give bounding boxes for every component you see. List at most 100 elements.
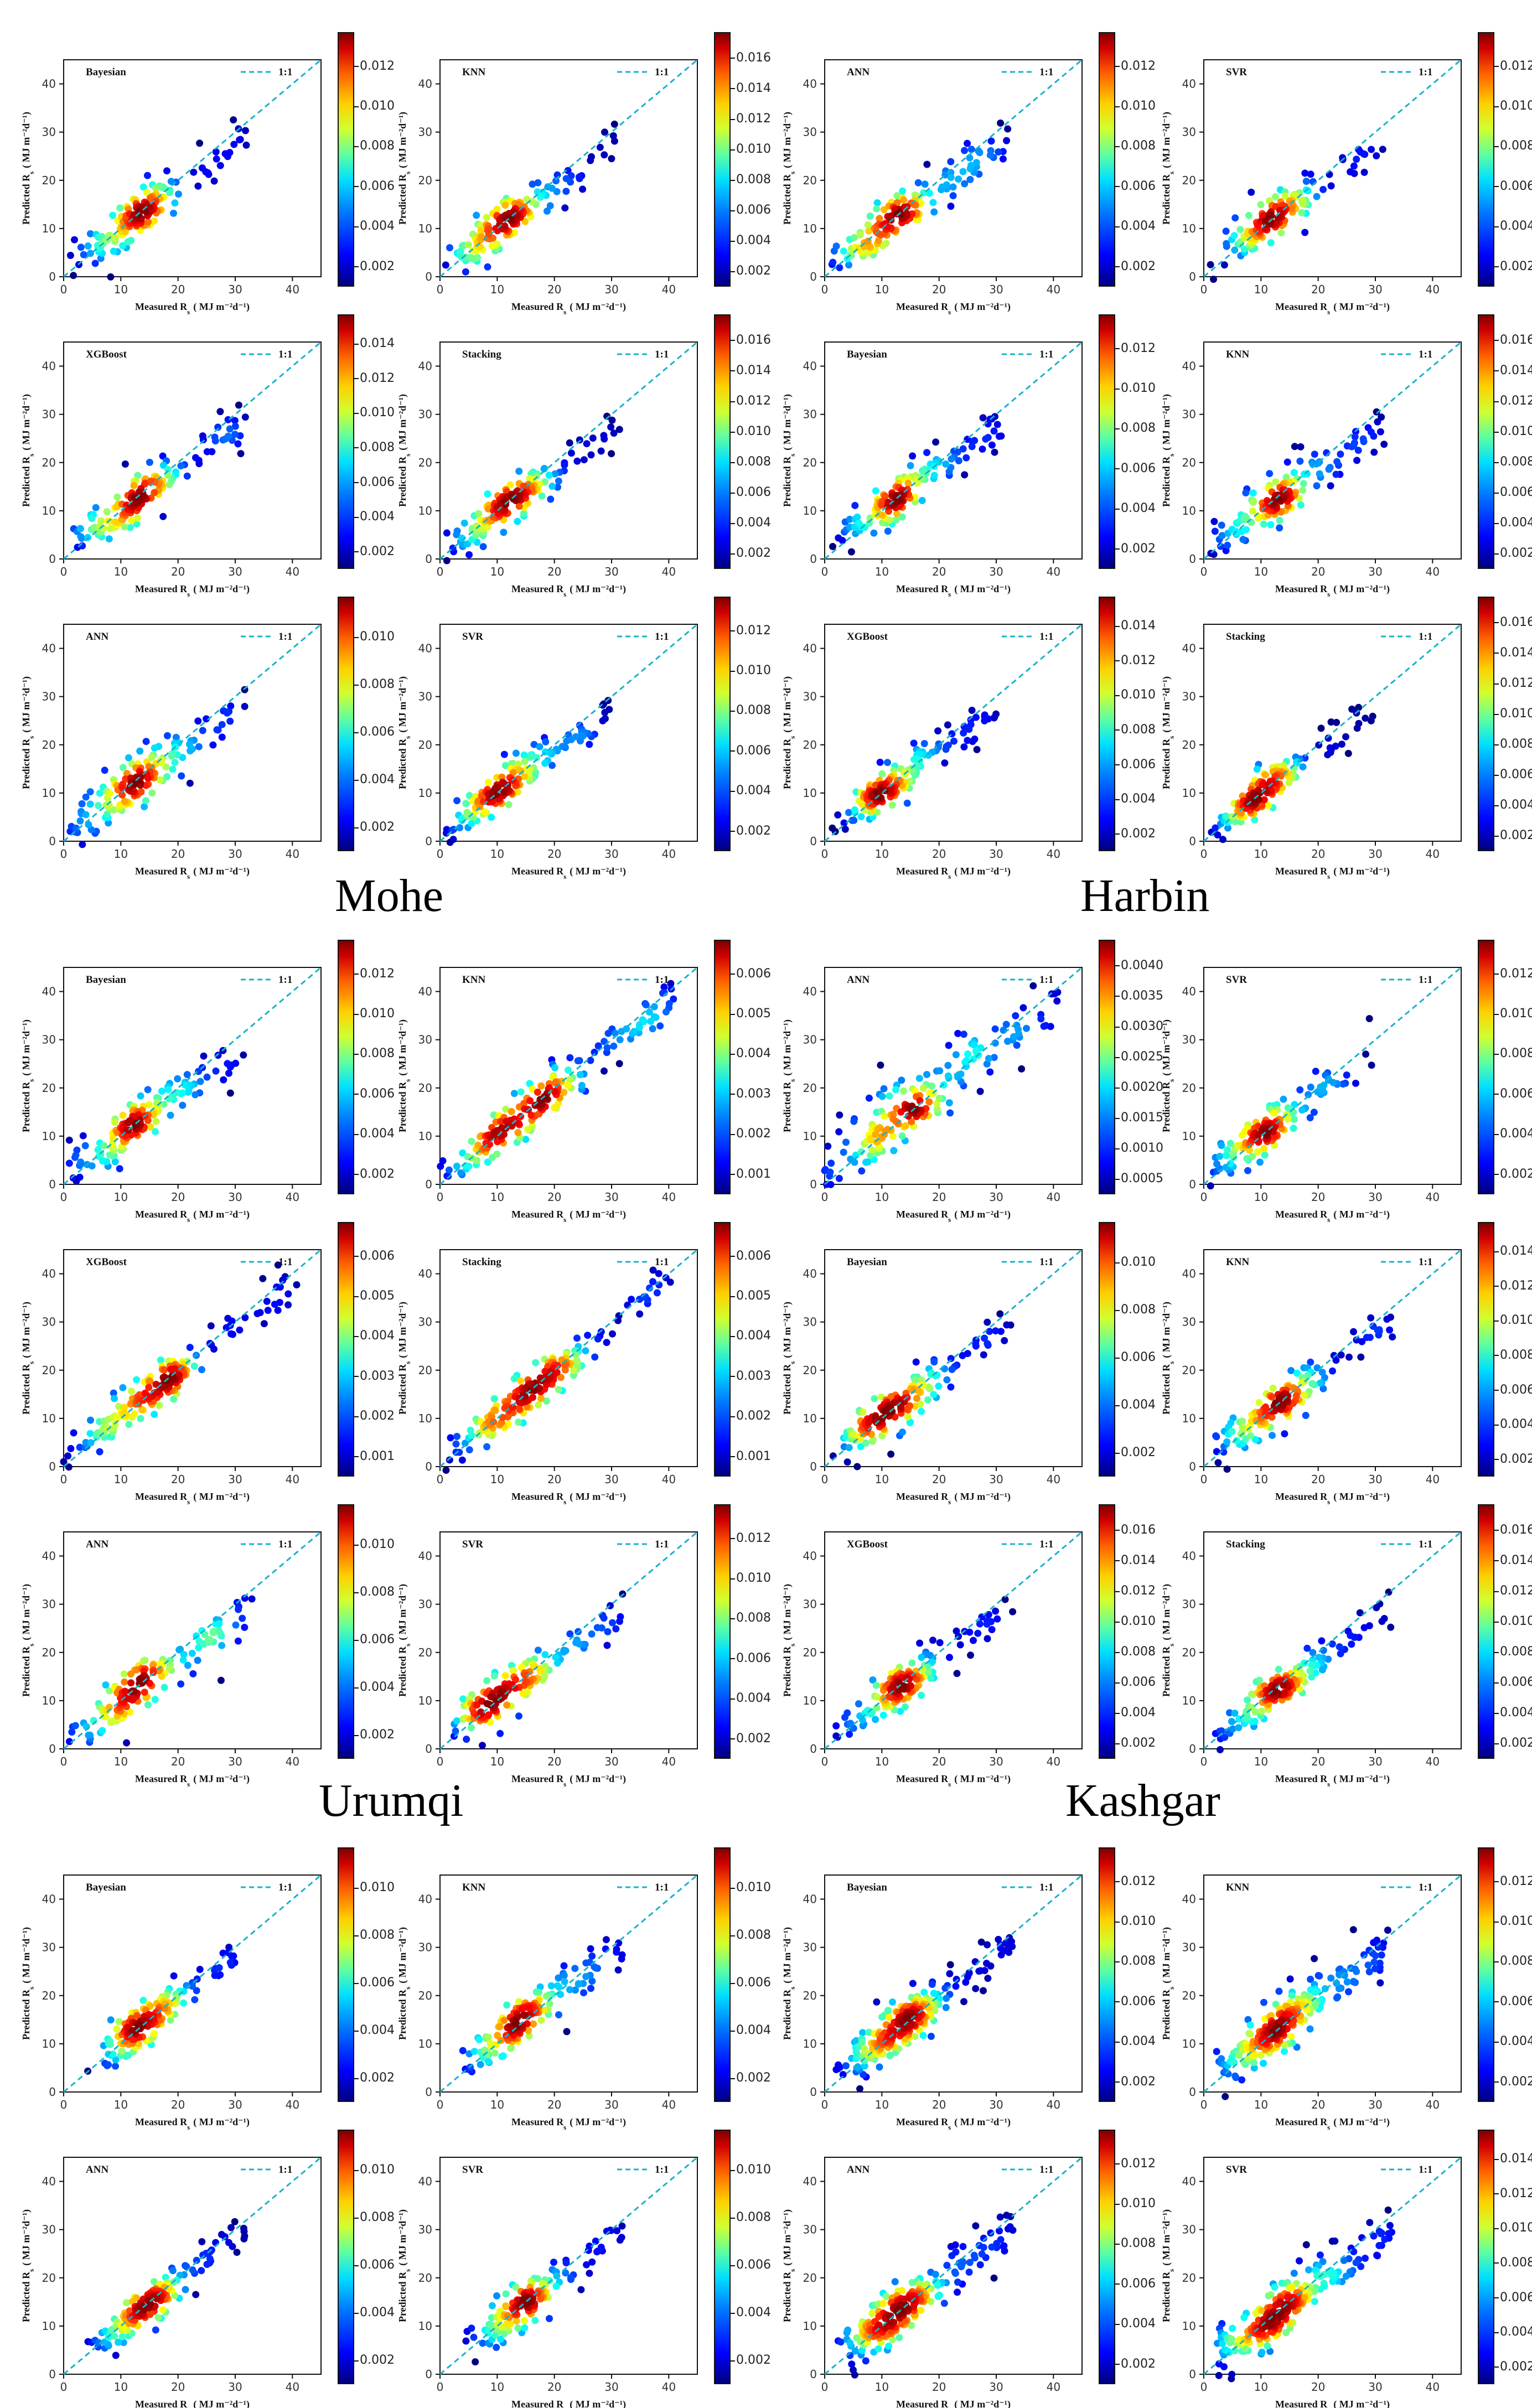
data-point bbox=[928, 1082, 935, 1090]
colorbar-tick-label: 0.010 bbox=[731, 664, 771, 678]
data-point bbox=[1374, 1326, 1381, 1334]
data-point bbox=[908, 1659, 916, 1667]
y-axis-label: Predicted Rs( MJ m⁻²d⁻¹) bbox=[397, 112, 412, 225]
axes-frame bbox=[824, 59, 1083, 277]
x-tick-label: 10 bbox=[1254, 565, 1268, 578]
data-point bbox=[202, 168, 210, 175]
data-point bbox=[514, 788, 521, 796]
colorbar-tick-label: 0.010 bbox=[1494, 1007, 1532, 1021]
data-point bbox=[121, 1678, 128, 1686]
data-point bbox=[1308, 1673, 1316, 1681]
y-tick-label: 30 bbox=[418, 690, 432, 703]
axes-frame bbox=[824, 341, 1083, 560]
data-point bbox=[1255, 1399, 1263, 1406]
x-tick-label: 0 bbox=[1200, 847, 1208, 861]
data-point bbox=[484, 778, 492, 786]
x-tick-label: 0 bbox=[437, 283, 444, 296]
data-point bbox=[534, 179, 542, 187]
x-tick-label: 30 bbox=[1368, 565, 1382, 578]
data-point bbox=[1260, 520, 1267, 528]
model-name-label: XGBoost bbox=[86, 1256, 127, 1268]
data-point bbox=[926, 1089, 934, 1097]
axes-frame bbox=[439, 59, 698, 277]
data-point bbox=[1332, 1356, 1340, 1364]
data-point bbox=[100, 1142, 108, 1149]
data-point bbox=[1207, 1182, 1214, 1190]
data-point bbox=[127, 1387, 135, 1395]
data-point bbox=[241, 1314, 249, 1322]
data-point bbox=[582, 1347, 589, 1355]
data-point bbox=[214, 423, 222, 431]
data-point bbox=[172, 733, 180, 741]
data-point bbox=[1226, 1709, 1233, 1717]
x-tick-label: 0 bbox=[821, 847, 829, 861]
data-point bbox=[870, 529, 878, 537]
data-point bbox=[1342, 733, 1349, 740]
data-point bbox=[191, 1996, 199, 2003]
data-point bbox=[220, 1076, 227, 1084]
data-point bbox=[211, 1971, 219, 1979]
data-point bbox=[610, 120, 618, 128]
data-point bbox=[546, 202, 554, 210]
data-point bbox=[601, 151, 608, 159]
y-tick-label: 0 bbox=[810, 1742, 817, 1755]
data-point bbox=[188, 1649, 196, 1657]
data-point bbox=[1288, 204, 1296, 212]
data-point bbox=[115, 2018, 123, 2026]
data-point bbox=[88, 1162, 96, 1170]
data-point bbox=[101, 767, 108, 774]
data-point bbox=[1329, 1367, 1336, 1375]
data-point bbox=[602, 1936, 610, 1944]
data-point bbox=[473, 1701, 481, 1709]
data-point bbox=[945, 1074, 953, 1082]
data-point bbox=[467, 1426, 474, 1434]
x-tick-label: 20 bbox=[171, 1190, 185, 1204]
data-point bbox=[911, 1402, 919, 1410]
colorbar-tick-label: 0.010 bbox=[1115, 1614, 1156, 1629]
data-point bbox=[169, 765, 177, 773]
data-point bbox=[199, 727, 206, 734]
data-point bbox=[512, 749, 520, 757]
data-point bbox=[827, 1159, 835, 1167]
data-point bbox=[1217, 1746, 1224, 1753]
scatter-panel-harbin-bayesian: 0 10 20 30 40 0 10 20 30 40 Measured Rs( MJ m⁻²d⁻¹… bbox=[761, 304, 1156, 598]
data-point bbox=[587, 1057, 594, 1064]
data-point bbox=[1266, 470, 1274, 478]
data-point bbox=[1276, 524, 1283, 532]
x-axis-label: Measured Rs( MJ m⁻²d⁻¹) bbox=[135, 2116, 250, 2131]
data-point bbox=[1362, 714, 1369, 722]
data-point bbox=[980, 1351, 987, 1359]
data-point bbox=[609, 1619, 616, 1627]
colorbar-tick-label: 0.012 bbox=[1494, 394, 1532, 408]
data-point bbox=[871, 1395, 878, 1402]
colorbar-tick-label: 0.008 bbox=[354, 1585, 395, 1599]
data-point bbox=[1310, 1109, 1318, 1116]
data-point bbox=[570, 1367, 578, 1374]
data-point bbox=[143, 189, 151, 196]
y-tick-label: 30 bbox=[42, 1598, 56, 1611]
y-tick-label: 0 bbox=[810, 835, 817, 848]
data-point bbox=[452, 1440, 460, 1448]
data-point bbox=[610, 137, 618, 145]
data-point bbox=[1325, 465, 1333, 473]
scatter-panel-kashgar-stacking: 0 10 20 30 40 0 10 20 30 40 Measured Rs( MJ m⁻²d⁻¹… bbox=[1140, 1494, 1532, 1788]
data-point bbox=[139, 1997, 147, 2004]
data-point bbox=[1260, 1145, 1268, 1153]
x-tick-label: 10 bbox=[114, 1190, 128, 1204]
y-tick-label: 40 bbox=[1182, 77, 1196, 91]
colorbar bbox=[1099, 314, 1115, 569]
data-point bbox=[496, 1729, 504, 1737]
data-point bbox=[116, 204, 124, 212]
y-tick-label: 0 bbox=[49, 1742, 56, 1755]
data-point bbox=[878, 511, 886, 519]
data-point bbox=[545, 472, 553, 479]
data-point bbox=[187, 747, 194, 755]
data-point bbox=[947, 1355, 955, 1363]
data-point bbox=[232, 1621, 240, 1629]
colorbar-tick-label: 0.012 bbox=[1494, 676, 1532, 690]
data-point bbox=[1001, 1596, 1009, 1603]
data-point bbox=[1019, 1004, 1027, 1012]
y-axis-label: Predicted Rs( MJ m⁻²d⁻¹) bbox=[397, 1302, 412, 1415]
data-point bbox=[591, 1963, 598, 1971]
